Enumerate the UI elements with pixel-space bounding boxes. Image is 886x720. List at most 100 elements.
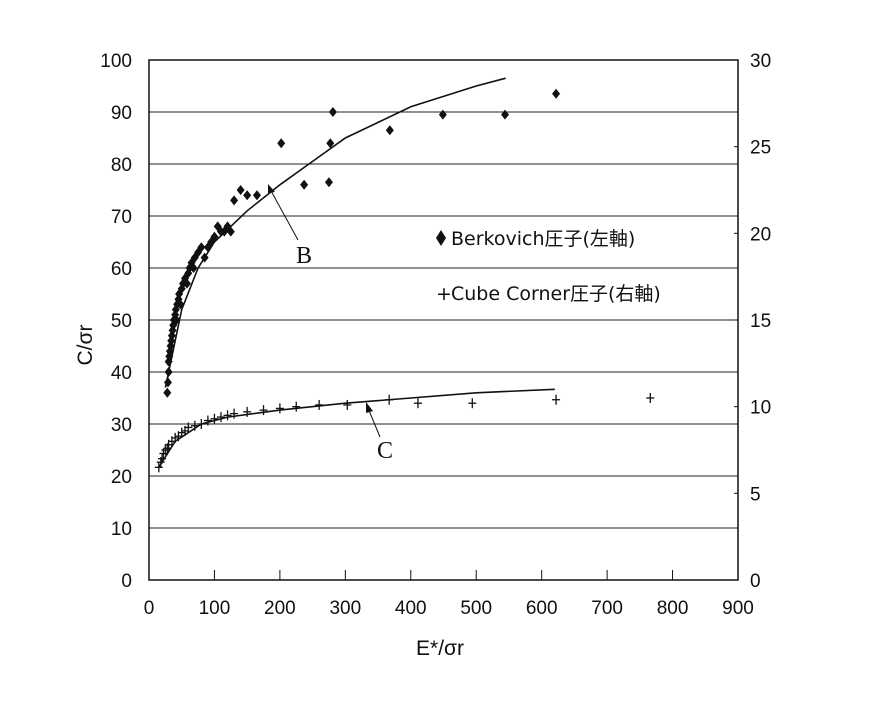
diamond-point <box>163 377 172 388</box>
plus-point <box>292 401 301 412</box>
y-tick-label: 40 <box>111 363 132 384</box>
legend-label-cube-corner: Cube Corner圧子(右軸) <box>451 283 661 305</box>
legend-item-cube-corner: + Cube Corner圧子(右軸) <box>436 283 661 305</box>
plus-point <box>210 413 219 424</box>
plus-point <box>203 415 212 426</box>
callout-b: B <box>268 184 312 269</box>
diamond-point <box>243 190 252 201</box>
diamond-point <box>328 107 337 117</box>
diamond-point <box>277 138 286 149</box>
y2-tick-label: 25 <box>750 138 771 159</box>
y2-tick-label: 20 <box>750 224 771 245</box>
diamond-point <box>163 387 172 398</box>
y-axis-ticks: 0 10 20 30 40 50 60 70 80 90 100 <box>100 51 132 592</box>
y2-axis-ticks: 0 5 10 15 20 25 30 <box>734 51 771 592</box>
fit-curve <box>164 77 506 388</box>
plus-point <box>158 453 167 464</box>
diamond-point <box>552 88 561 99</box>
callout-b-arrow-icon <box>268 184 275 193</box>
legend-item-berkovich: Berkovich圧子(左軸) <box>436 228 635 250</box>
callout-c-arrow-icon <box>366 402 373 413</box>
y-tick-label: 80 <box>111 155 132 176</box>
diamond-point <box>200 252 209 263</box>
diamond-point <box>176 299 185 310</box>
plus-point <box>259 405 268 416</box>
fit-curves <box>158 77 555 468</box>
fit-curve <box>158 388 555 468</box>
diamond-point <box>326 138 335 149</box>
x-tick-label: 0 <box>144 598 155 619</box>
x-tick-label: 900 <box>722 598 754 619</box>
plus-point <box>223 410 232 421</box>
y-tick-label: 0 <box>121 571 132 592</box>
x-axis-label: E*/σr <box>416 637 464 660</box>
diamond-point <box>172 315 181 325</box>
y-tick-label: 10 <box>111 519 132 540</box>
diamond-point <box>210 231 219 242</box>
y-tick-label: 70 <box>111 207 132 228</box>
plus-point <box>197 419 206 429</box>
diamond-point <box>189 263 198 273</box>
callout-b-label: B <box>296 243 312 269</box>
data-points <box>154 88 655 473</box>
y2-tick-label: 0 <box>750 571 761 592</box>
diamond-point <box>438 109 447 120</box>
plus-point <box>190 420 199 431</box>
y-tick-label: 100 <box>100 51 132 72</box>
x-tick-label: 500 <box>460 598 492 619</box>
y2-tick-label: 5 <box>750 484 761 505</box>
y2-tick-label: 10 <box>750 398 771 419</box>
diamond-point <box>197 242 206 253</box>
plus-point <box>468 398 477 409</box>
callout-b-leader <box>269 188 299 241</box>
plus-point <box>161 445 170 455</box>
callout-c-label: C <box>377 438 393 464</box>
y-tick-label: 90 <box>111 103 132 124</box>
plus-point <box>552 394 561 405</box>
plus-point <box>216 412 225 423</box>
legend: Berkovich圧子(左軸) + Cube Corner圧子(右軸) <box>436 228 661 305</box>
plus-point <box>413 398 422 409</box>
y-tick-label: 20 <box>111 467 132 488</box>
y-axis-label: C/σr <box>74 325 97 366</box>
y2-tick-label: 15 <box>750 311 771 332</box>
diamond-point <box>164 367 173 377</box>
x-tick-label: 200 <box>264 598 296 619</box>
callout-c: C <box>366 402 393 464</box>
plus-point <box>646 393 655 403</box>
plus-point <box>385 394 394 405</box>
x-tick-label: 700 <box>591 598 623 619</box>
diamond-point <box>226 226 235 237</box>
x-tick-label: 300 <box>329 598 361 619</box>
plus-point <box>154 462 163 473</box>
y-tick-label: 60 <box>111 259 132 280</box>
diamond-point <box>324 177 333 188</box>
grid-lines <box>149 111 738 529</box>
diamond-point <box>501 109 510 120</box>
x-axis-ticks: 0 100 200 300 400 500 600 700 800 900 <box>144 570 754 619</box>
plus-point <box>243 406 252 417</box>
y2-tick-label: 30 <box>750 51 771 72</box>
diamond-point <box>300 179 309 190</box>
diamond-point <box>385 125 394 136</box>
plus-point <box>184 422 193 433</box>
callout-c-leader <box>367 407 381 438</box>
x-tick-label: 600 <box>526 598 558 619</box>
plus-marker-icon: + <box>436 283 452 305</box>
x-tick-label: 800 <box>657 598 689 619</box>
diamond-point <box>252 190 261 201</box>
plus-point <box>275 403 284 414</box>
x-tick-label: 400 <box>395 598 427 619</box>
y-tick-label: 50 <box>111 311 132 332</box>
diamond-point <box>182 278 191 289</box>
diamond-marker-icon <box>436 230 446 246</box>
diamond-point <box>230 195 239 206</box>
y-tick-label: 30 <box>111 415 132 436</box>
plus-point <box>343 399 352 410</box>
plus-point <box>230 408 239 419</box>
legend-label-berkovich: Berkovich圧子(左軸) <box>451 228 635 250</box>
plus-point <box>315 399 324 410</box>
diamond-point <box>236 185 245 195</box>
x-tick-label: 100 <box>199 598 231 619</box>
